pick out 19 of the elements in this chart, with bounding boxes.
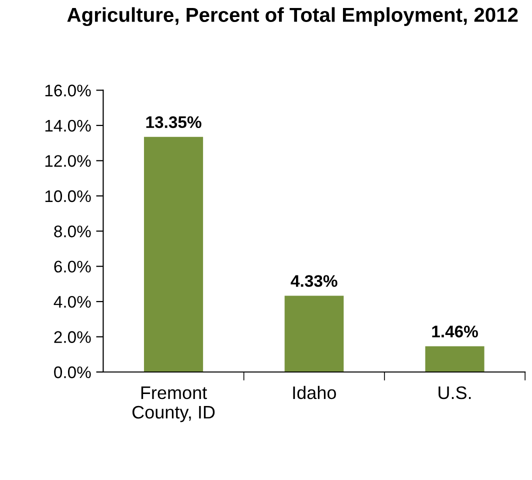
- data-label: 13.35%: [146, 116, 202, 128]
- chart-title: Agriculture, Percent of Total Employment, 2012: [67, 7, 518, 26]
- bar: [425, 346, 484, 372]
- y-tick-label: 12.0%: [45, 155, 91, 167]
- y-tick-label: 0.0%: [54, 366, 91, 378]
- y-tick-label: 10.0%: [45, 190, 91, 202]
- x-tick-label: U.S.: [438, 386, 471, 400]
- data-label: 1.46%: [432, 326, 478, 338]
- bar: [284, 296, 344, 372]
- y-tick-label: 2.0%: [54, 331, 91, 343]
- data-label: 4.33%: [290, 275, 338, 287]
- y-tick-label: 4.0%: [54, 296, 91, 308]
- y-tick-label: 6.0%: [54, 260, 91, 273]
- bar: [144, 136, 204, 372]
- y-tick-label: 16.0%: [45, 84, 91, 96]
- y-tick-label: 14.0%: [45, 120, 91, 132]
- x-tick-label: Idaho: [293, 386, 336, 400]
- x-tick-label: Fremont County, ID: [132, 386, 215, 422]
- y-tick-label: 8.0%: [54, 226, 91, 238]
